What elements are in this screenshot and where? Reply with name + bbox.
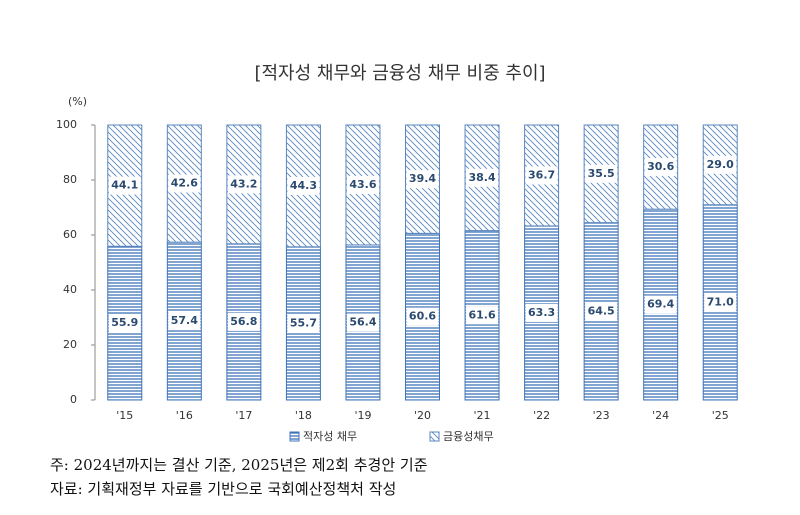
y-tick-label: 40 xyxy=(63,283,77,296)
chart-title: [적자성 채무와 금융성 채무 비중 추이] xyxy=(254,63,545,84)
data-label: 36.7 xyxy=(528,168,555,181)
data-label: 55.7 xyxy=(290,316,317,329)
note: 자료: 기획재정부 자료를 기반으로 국회예산정책처 작성 xyxy=(50,480,396,498)
data-label: 60.6 xyxy=(409,310,436,323)
x-tick-label: '17 xyxy=(235,409,252,422)
data-label: 63.3 xyxy=(528,306,555,319)
label-box xyxy=(704,293,737,312)
x-tick-label: '19 xyxy=(354,409,371,422)
label-box xyxy=(406,307,439,326)
data-label: 71.0 xyxy=(707,295,734,308)
label-box xyxy=(585,164,618,183)
x-tick-label: '23 xyxy=(593,409,610,422)
data-label: 57.4 xyxy=(171,314,198,327)
data-label: 35.5 xyxy=(588,167,615,180)
data-label: 56.8 xyxy=(230,315,257,328)
data-label: 44.3 xyxy=(290,179,317,192)
x-tick-label: '18 xyxy=(295,409,312,422)
note: 주: 2024년까지는 결산 기준, 2025년은 제2회 추경안 기준 xyxy=(50,456,428,474)
label-box xyxy=(346,175,379,194)
data-label: 43.6 xyxy=(349,178,376,191)
label-box xyxy=(644,158,677,177)
label-box xyxy=(108,176,141,195)
y-tick-label: 100 xyxy=(56,118,77,131)
label-box xyxy=(227,175,260,194)
x-tick-label: '25 xyxy=(712,409,729,422)
data-label: 55.9 xyxy=(111,316,138,329)
x-tick-label: '22 xyxy=(533,409,550,422)
data-label: 43.2 xyxy=(230,177,257,190)
x-tick-label: '20 xyxy=(414,409,431,422)
y-tick-label: 20 xyxy=(63,338,77,351)
label-box xyxy=(406,170,439,189)
label-box xyxy=(287,314,320,333)
label-box xyxy=(287,176,320,195)
label-box xyxy=(644,295,677,314)
data-label: 39.4 xyxy=(409,172,436,185)
label-box xyxy=(346,313,379,332)
label-box xyxy=(227,312,260,331)
label-box xyxy=(466,306,499,325)
data-label: 29.0 xyxy=(707,158,734,171)
label-box xyxy=(168,312,201,331)
x-tick-label: '16 xyxy=(176,409,193,422)
legend-swatch xyxy=(289,431,300,442)
legend-label: 금융성채무 xyxy=(443,430,494,443)
x-tick-label: '15 xyxy=(116,409,133,422)
y-tick-label: 60 xyxy=(63,228,77,241)
data-label: 30.6 xyxy=(647,160,674,173)
y-unit: (%) xyxy=(68,95,87,108)
data-label: 69.4 xyxy=(647,298,674,311)
data-label: 38.4 xyxy=(468,171,495,184)
legend-swatch xyxy=(429,431,440,442)
label-box xyxy=(525,166,558,185)
label-box xyxy=(585,302,618,321)
legend-label: 적자성 채무 xyxy=(303,430,357,443)
x-tick-label: '21 xyxy=(474,409,491,422)
data-label: 64.5 xyxy=(588,304,615,317)
x-tick-label: '24 xyxy=(652,409,669,422)
label-box xyxy=(108,314,141,333)
label-box xyxy=(168,174,201,193)
data-label: 56.4 xyxy=(349,315,376,328)
label-box xyxy=(704,155,737,174)
data-label: 61.6 xyxy=(468,308,495,321)
data-label: 44.1 xyxy=(111,179,138,192)
y-tick-label: 0 xyxy=(70,393,77,406)
label-box xyxy=(466,168,499,187)
label-box xyxy=(525,303,558,322)
y-tick-label: 80 xyxy=(63,173,77,186)
data-label: 42.6 xyxy=(171,177,198,190)
